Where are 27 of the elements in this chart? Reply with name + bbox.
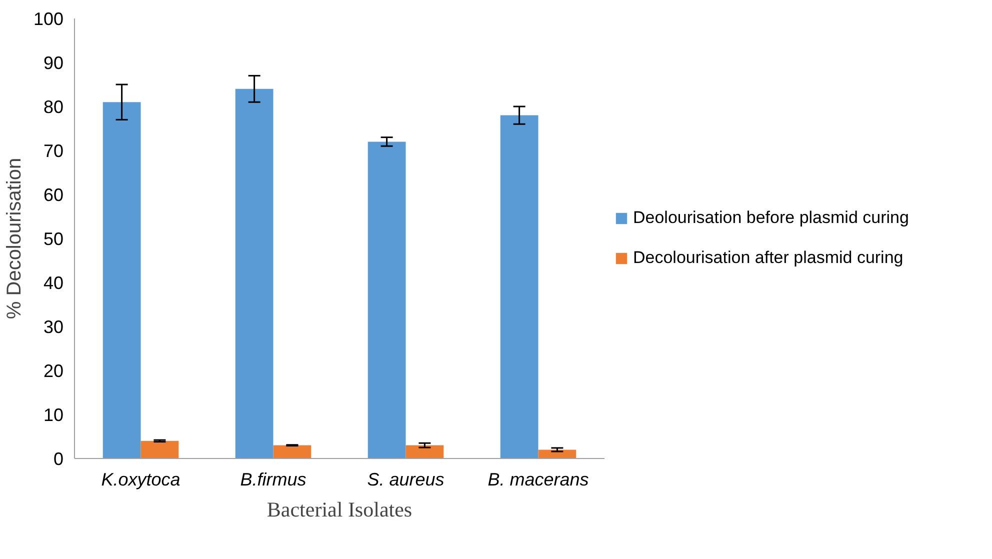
y-tick-label: 30 [43,317,64,337]
y-axis-title: % Decolourisation [3,158,26,320]
bar [273,445,312,458]
bar [102,102,141,458]
x-tick-label: B.firmus [240,470,306,490]
bar [368,142,406,458]
y-tick-label: 90 [43,53,64,73]
bar [140,440,179,458]
x-tick-label: S. aureus [367,470,444,490]
legend-label: Deolourisation before plasmid curing [633,208,909,228]
x-axis-title: Bacterial Isolates [266,498,412,522]
y-tick-label: 40 [43,273,64,293]
y-tick-label: 10 [43,405,64,425]
y-tick-label: 70 [43,141,64,161]
bar [500,115,538,458]
y-tick-label: 50 [43,229,64,249]
bar [235,88,274,458]
legend-label: Decolourisation after plasmid curing [633,248,904,268]
y-tick-label: 20 [43,361,64,381]
y-tick-label: 100 [33,9,64,29]
bar [406,445,444,458]
x-tick-label: K.oxytoca [101,470,180,490]
bar [538,450,576,458]
x-tick-label: B. macerans [488,470,589,490]
y-tick-label: 60 [43,185,64,205]
y-tick-label: 0 [53,449,64,469]
y-tick-label: 80 [43,97,64,117]
